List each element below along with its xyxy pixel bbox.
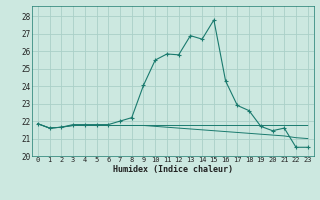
X-axis label: Humidex (Indice chaleur): Humidex (Indice chaleur) [113,165,233,174]
